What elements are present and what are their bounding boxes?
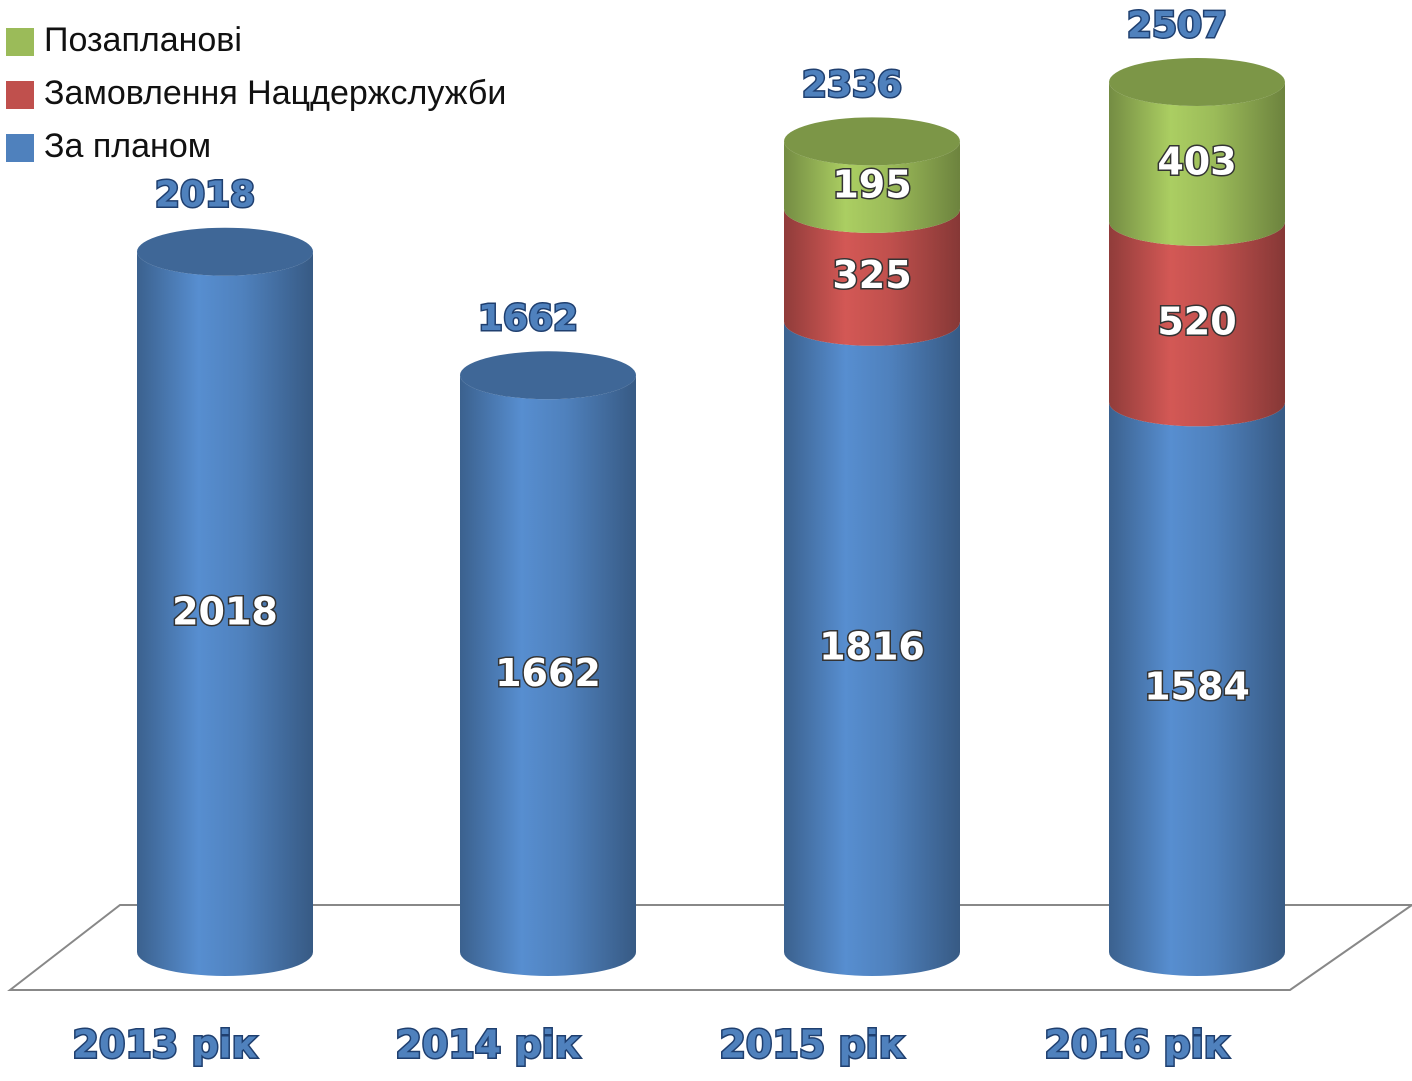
total-label: 2336 — [802, 64, 902, 105]
value-label: 195 — [832, 163, 911, 207]
value-label: 325 — [832, 253, 911, 297]
x-tick-label: 2014 рік — [395, 1023, 580, 1067]
value-label: 403 — [1157, 139, 1236, 183]
value-label: 1662 — [495, 651, 601, 695]
legend-swatch — [6, 28, 34, 56]
cylinder-top — [137, 228, 313, 276]
legend-label: Замовлення Нацдержслужби — [44, 74, 506, 112]
value-label: 1816 — [819, 624, 925, 668]
cylinder-top — [784, 117, 960, 165]
chart: 2018 2018 2013 рік 1662 1662 2014 рік 1816 325 1… — [0, 0, 1412, 1081]
value-label: 2018 — [172, 589, 278, 633]
cylinder-top — [1109, 58, 1285, 106]
x-tick-label: 2015 рік — [719, 1023, 904, 1067]
cylinder-top — [460, 351, 636, 399]
legend-swatch — [6, 134, 34, 162]
value-label: 1584 — [1144, 665, 1250, 709]
legend-label: Позапланові — [44, 21, 242, 59]
total-label: 2018 — [155, 175, 255, 216]
total-label: 2507 — [1127, 5, 1227, 46]
legend-label: За планом — [44, 127, 211, 165]
x-tick-label: 2016 рік — [1044, 1023, 1229, 1067]
x-tick-label: 2013 рік — [72, 1023, 257, 1067]
legend-swatch — [6, 81, 34, 109]
value-label: 520 — [1157, 300, 1236, 344]
total-label: 1662 — [478, 298, 578, 339]
